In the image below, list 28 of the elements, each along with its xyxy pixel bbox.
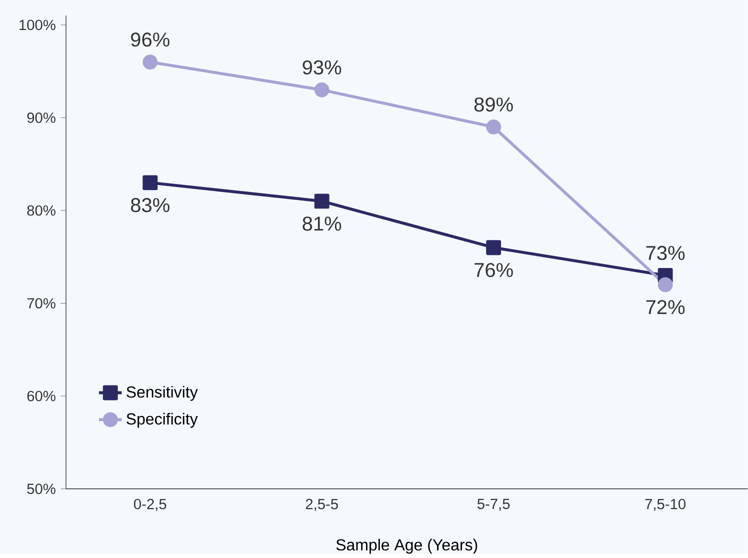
x-tick-label: 0-2,5 — [134, 498, 166, 511]
data-label: 81% — [302, 216, 342, 231]
data-label: 83% — [130, 198, 170, 212]
point — [486, 240, 502, 255]
point — [142, 54, 158, 70]
y-tick-label: 90% — [27, 112, 56, 123]
y-tick-label: 70% — [27, 298, 56, 308]
point — [658, 277, 673, 292]
point — [314, 194, 330, 209]
point — [142, 175, 158, 190]
data-label: 76% — [474, 262, 513, 278]
x-axis-title: Sample Age (Years) — [336, 538, 478, 554]
x-tick-label: 7,5-10 — [645, 498, 686, 511]
x-tick-label: 5-7,5 — [477, 498, 510, 511]
data-label: 72% — [646, 300, 685, 314]
y-tick-label: 60% — [27, 390, 56, 402]
point — [486, 119, 502, 134]
y-tick-label: 100% — [20, 20, 56, 30]
data-label: 89% — [474, 97, 513, 112]
y-tick-label: 80% — [27, 205, 56, 216]
data-label: 93% — [302, 60, 342, 74]
point — [314, 82, 330, 98]
legend-label: Sensitivity — [126, 386, 198, 401]
data-label: 96% — [131, 32, 170, 47]
legend-label: Specificity — [126, 412, 198, 428]
data-label: 73% — [646, 246, 685, 260]
y-tick-label: 50% — [27, 484, 56, 494]
x-tick-label: 2,5-5 — [306, 498, 338, 511]
